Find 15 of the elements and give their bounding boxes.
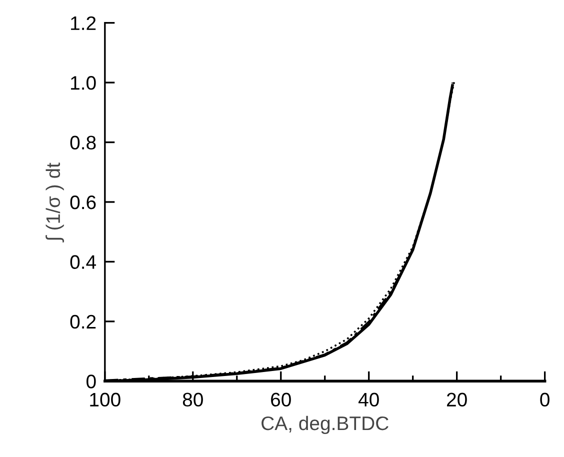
y-tick-label: 1.0: [71, 76, 96, 90]
x-tick-label: 80: [182, 392, 203, 407]
x-tick-label: 40: [358, 392, 379, 407]
y-tick-label: 0.8: [70, 136, 96, 150]
y-tick-label: 1.2: [71, 16, 96, 30]
y-tick-label: 0.4: [70, 255, 96, 269]
y-tick-label: 0.2: [70, 314, 96, 329]
y-tick-label: 0.6: [70, 195, 96, 210]
x-tick-label: 100: [90, 392, 120, 407]
x-axis-title: CA, deg.BTDC: [262, 416, 388, 434]
y-axis-title: ∫ (1/σ ) dt: [46, 162, 64, 242]
x-tick-label: 60: [271, 392, 291, 407]
x-tick-label: 20: [447, 392, 467, 407]
y-tick-label: 0: [86, 374, 96, 388]
x-tick-label: 0: [540, 392, 550, 407]
